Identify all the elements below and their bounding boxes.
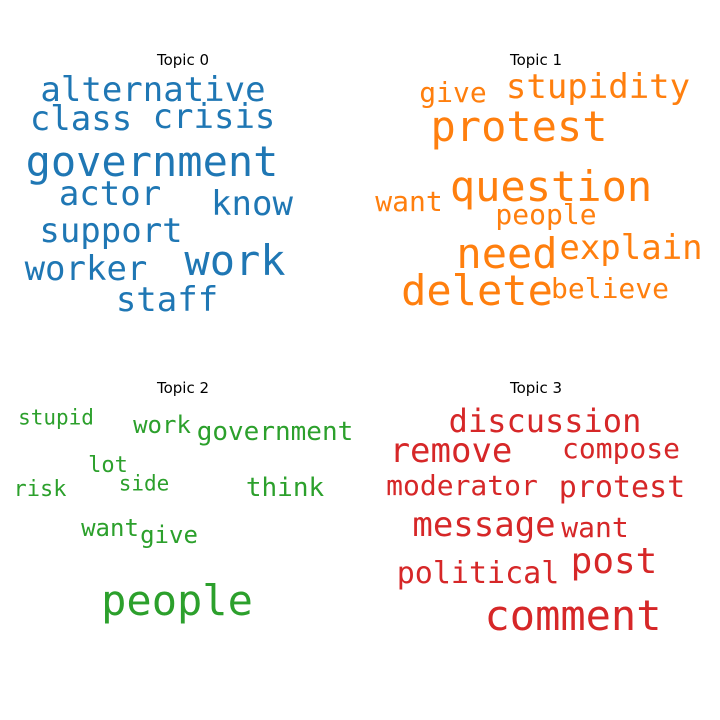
word-political: political bbox=[396, 556, 560, 591]
word-alternative: alternative bbox=[40, 70, 266, 110]
word-message: message bbox=[412, 505, 556, 545]
topic-title-0: Topic 0 bbox=[156, 51, 210, 69]
word-need: need bbox=[456, 229, 558, 278]
word-stupid: stupid bbox=[18, 405, 94, 430]
word-people: people bbox=[495, 198, 597, 231]
word-protest: protest bbox=[558, 470, 686, 505]
word-government: government bbox=[196, 417, 354, 447]
word-risk: risk bbox=[13, 477, 67, 502]
word-want: want bbox=[81, 514, 139, 542]
topic-title-1: Topic 1 bbox=[509, 51, 563, 69]
word-class: class bbox=[29, 99, 133, 139]
word-want: want bbox=[375, 185, 443, 218]
word-comment: comment bbox=[484, 591, 662, 640]
word-protest: protest bbox=[430, 102, 608, 151]
word-staff: staff bbox=[115, 280, 219, 320]
word-compose: compose bbox=[561, 432, 681, 465]
word-remove: remove bbox=[389, 431, 513, 471]
word-worker: worker bbox=[24, 249, 148, 289]
topic-title-3: Topic 3 bbox=[509, 379, 563, 397]
word-side: side bbox=[118, 471, 170, 496]
word-government: government bbox=[25, 137, 279, 186]
topic-title-2: Topic 2 bbox=[156, 379, 210, 397]
word-work: work bbox=[133, 411, 191, 439]
word-moderator: moderator bbox=[386, 469, 538, 502]
word-support: support bbox=[39, 211, 183, 251]
word-post: post bbox=[570, 541, 658, 582]
word-explain: explain bbox=[559, 228, 703, 268]
word-work: work bbox=[184, 236, 286, 285]
word-actor: actor bbox=[58, 174, 162, 214]
word-know: know bbox=[211, 184, 293, 224]
word-give: give bbox=[419, 76, 487, 109]
word-delete: delete bbox=[401, 266, 553, 315]
word-question: question bbox=[449, 162, 653, 211]
word-think: think bbox=[245, 473, 325, 503]
word-stupidity: stupidity bbox=[505, 67, 691, 107]
word-people: people bbox=[101, 576, 253, 625]
word-discussion: discussion bbox=[448, 402, 642, 440]
word-believe: believe bbox=[550, 272, 670, 305]
word-lot: lot bbox=[88, 453, 128, 478]
word-give: give bbox=[140, 521, 198, 549]
word-crisis: crisis bbox=[152, 97, 276, 137]
word-want: want bbox=[561, 511, 629, 544]
